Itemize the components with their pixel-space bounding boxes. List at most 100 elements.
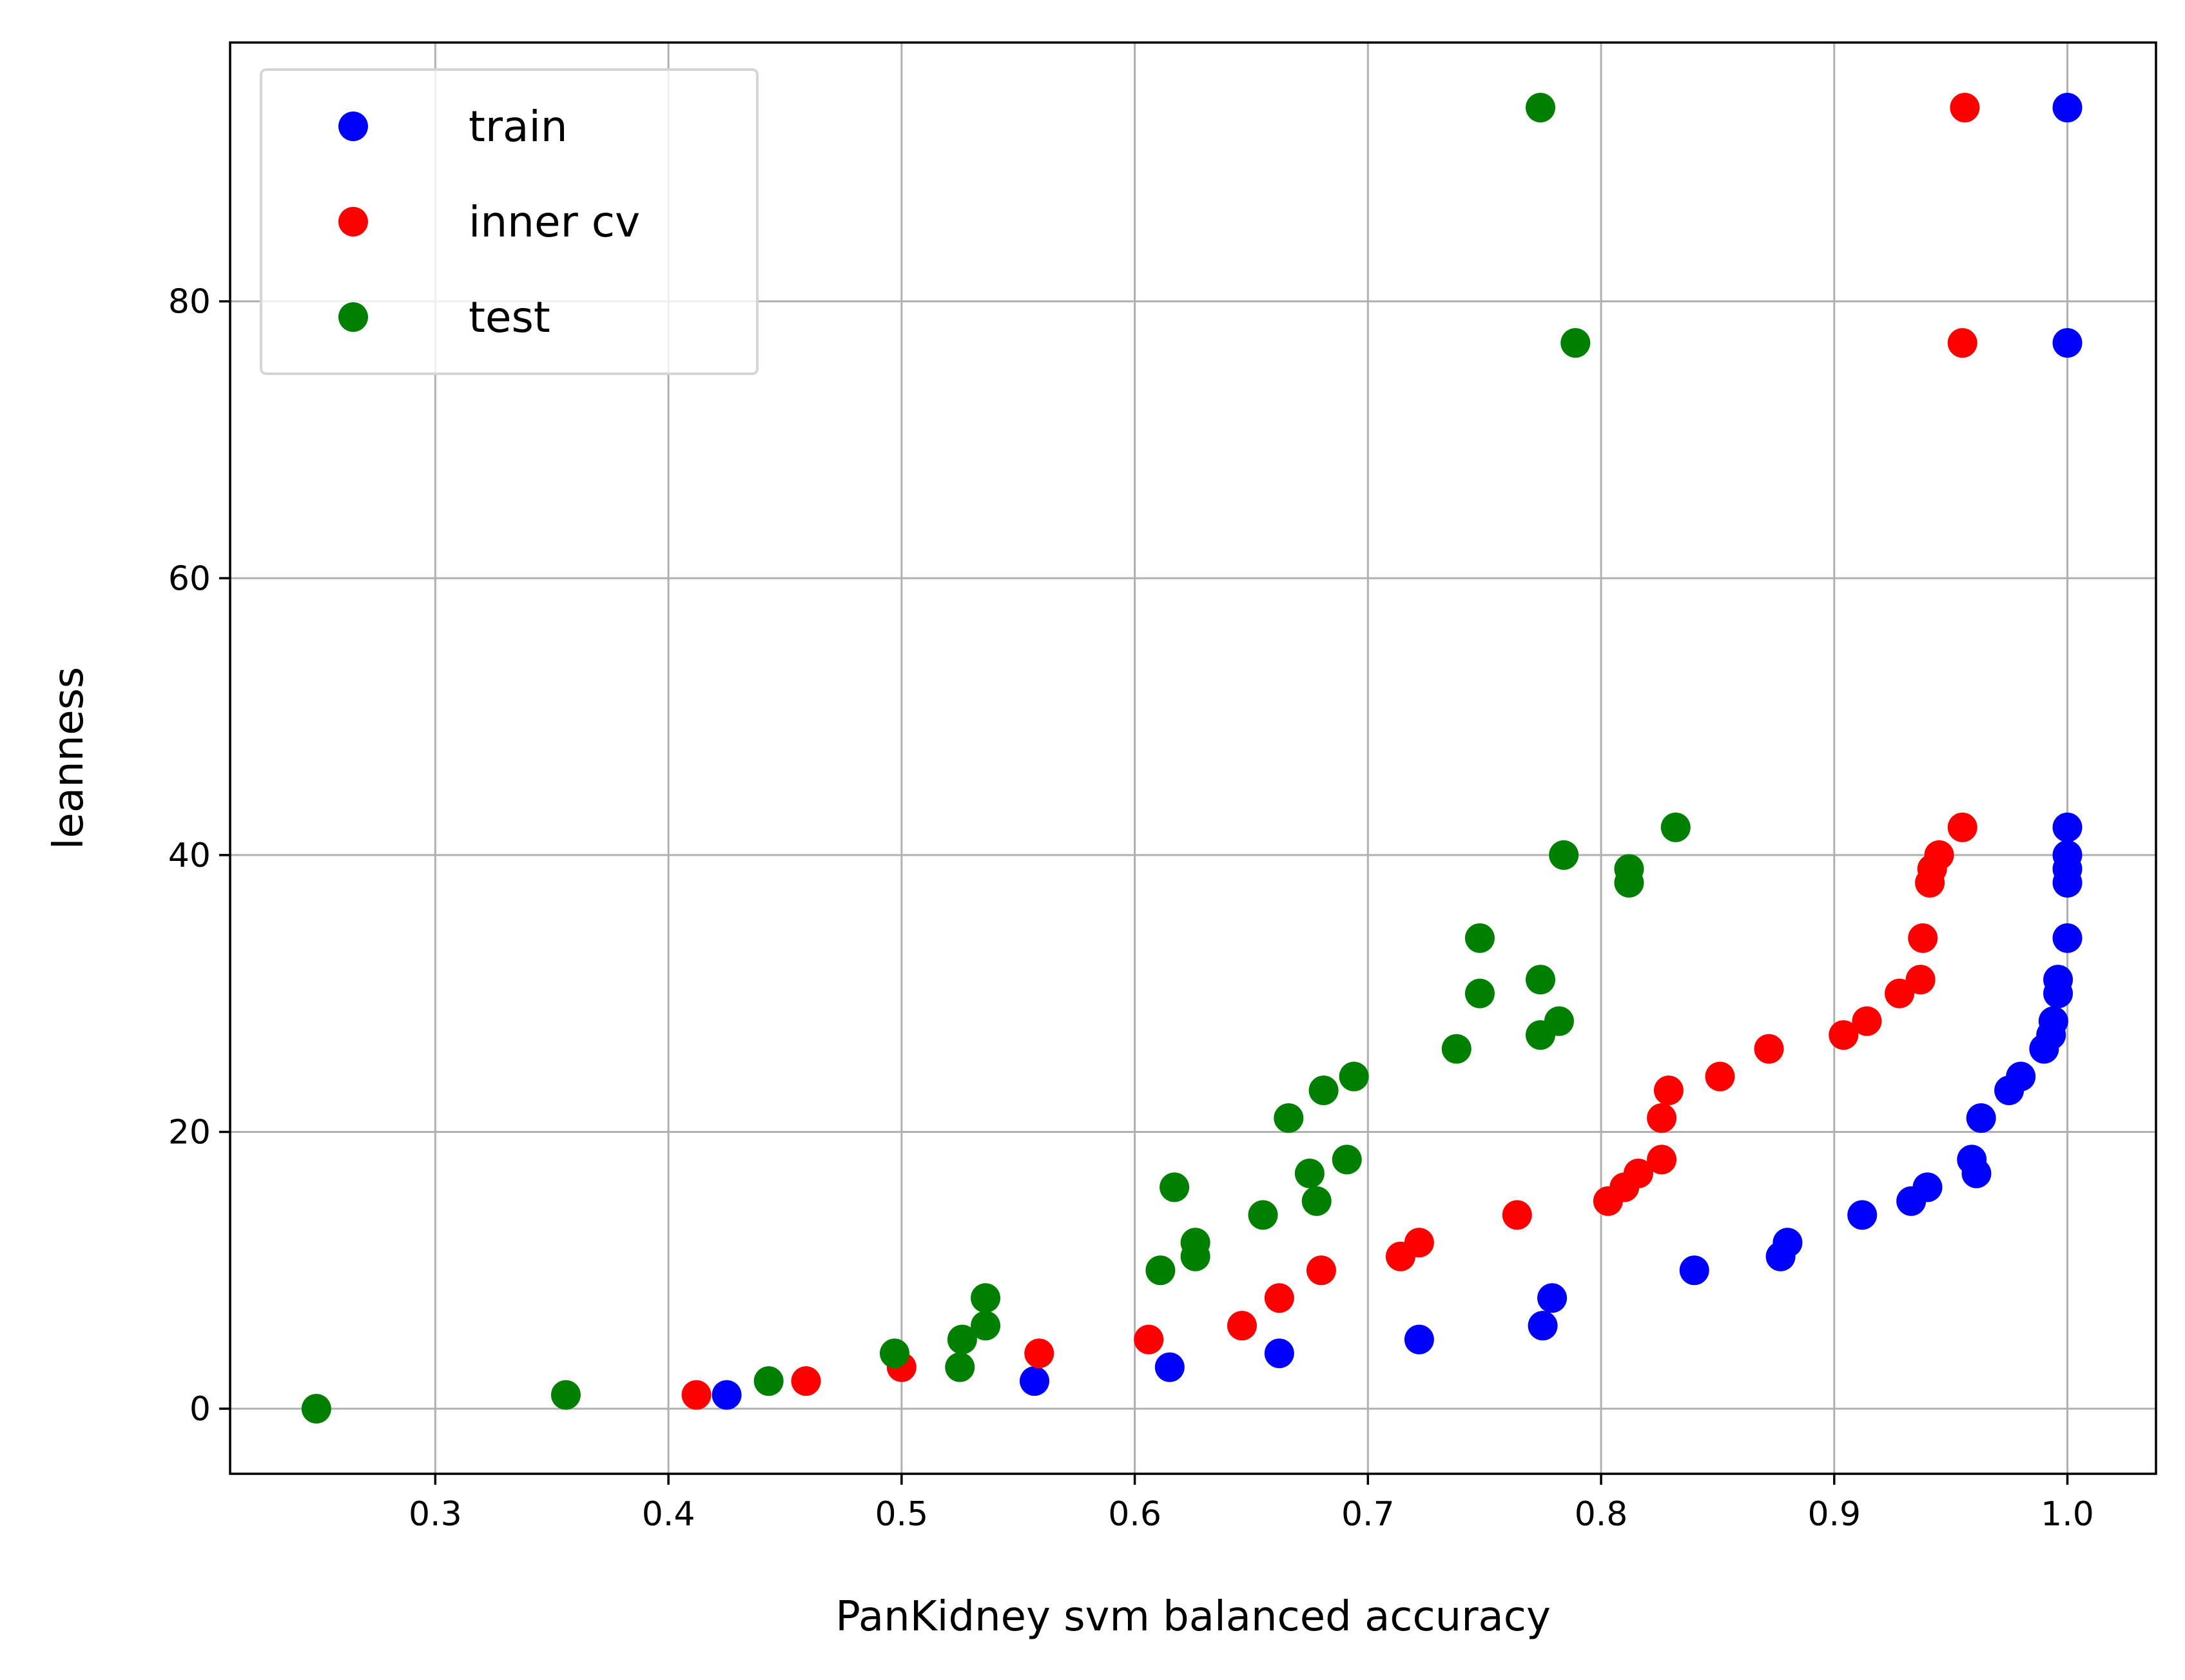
data-point [1441, 1034, 1471, 1064]
grid [230, 43, 2156, 1474]
data-point [2006, 1061, 2036, 1092]
data-point [1264, 1338, 1294, 1369]
legend-label: train [469, 102, 568, 151]
x-tick-label: 0.3 [409, 1495, 462, 1534]
legend: train inner cv test [260, 68, 759, 375]
data-point [1852, 1006, 1882, 1036]
legend-label: inner cv [469, 197, 640, 247]
data-point [2052, 328, 2083, 358]
data-point [1924, 840, 1954, 870]
x-tick-label: 0.4 [642, 1495, 695, 1534]
x-tick-label: 0.7 [1341, 1495, 1395, 1534]
data-point [1544, 1006, 1574, 1036]
legend-marker [338, 207, 368, 237]
legend-marker [338, 302, 368, 332]
y-tick-label: 20 [168, 1113, 211, 1152]
data-point [2052, 92, 2083, 122]
legend-marker [338, 111, 368, 141]
data-point [1947, 812, 1977, 842]
data-point [791, 1366, 821, 1396]
data-point [1525, 92, 1555, 122]
data-point [1404, 1324, 1434, 1355]
data-point [1464, 978, 1495, 1009]
data-point [879, 1338, 909, 1369]
data-point [1537, 1283, 1568, 1313]
data-point [1950, 92, 1980, 122]
data-point [753, 1366, 784, 1396]
axes-frame [229, 41, 2157, 1475]
data-point [1957, 1144, 1987, 1175]
data-point [1653, 1076, 1684, 1106]
data-point [971, 1283, 1001, 1313]
data-points [301, 92, 2083, 1424]
data-point [2052, 812, 2083, 842]
data-point [1464, 923, 1495, 953]
data-point [1339, 1061, 1369, 1092]
data-point [1528, 1311, 1558, 1341]
data-point [1308, 1076, 1339, 1106]
data-point [2052, 923, 2083, 953]
data-point [971, 1311, 1001, 1341]
data-point [1705, 1061, 1735, 1092]
data-point [1294, 1158, 1325, 1188]
data-point [1614, 854, 1644, 884]
data-point [2052, 840, 2083, 870]
data-point [301, 1394, 331, 1424]
data-point [1847, 1200, 1878, 1230]
y-axis-label: leanness [45, 667, 93, 850]
data-point [2043, 965, 2073, 995]
data-point [1502, 1200, 1532, 1230]
data-point [1912, 1172, 1943, 1202]
x-tick-label: 0.6 [1108, 1495, 1161, 1534]
legend-box [260, 68, 759, 375]
data-point [1020, 1366, 1050, 1396]
data-point [1274, 1103, 1304, 1133]
data-point [1829, 1020, 1859, 1050]
data-point [1404, 1228, 1434, 1258]
data-point [1227, 1311, 1257, 1341]
data-point [1160, 1172, 1190, 1202]
legend-label: test [469, 293, 550, 342]
data-point [1024, 1338, 1054, 1369]
data-point [1908, 923, 1938, 953]
data-point [1647, 1103, 1677, 1133]
x-axis-label: PanKidney svm balanced accuracy [835, 1593, 1551, 1641]
data-point [1947, 328, 1977, 358]
data-point [1660, 812, 1691, 842]
data-point [1772, 1228, 1803, 1258]
y-tick-label: 60 [168, 559, 211, 598]
data-point [1560, 328, 1591, 358]
data-point [1264, 1283, 1294, 1313]
data-point [1145, 1255, 1176, 1286]
data-point [1623, 1158, 1653, 1188]
data-point [1754, 1034, 1784, 1064]
data-point [681, 1380, 712, 1410]
data-point [1248, 1200, 1278, 1230]
data-point [1647, 1144, 1677, 1175]
data-point [1134, 1324, 1164, 1355]
data-point [712, 1380, 742, 1410]
data-point [1154, 1352, 1185, 1382]
data-point [945, 1352, 975, 1382]
data-point [550, 1380, 581, 1410]
x-tick-label: 1.0 [2041, 1495, 2094, 1534]
data-point [1549, 840, 1579, 870]
y-tick-label: 80 [168, 283, 211, 322]
data-point [1301, 1186, 1332, 1216]
axis-ticks: 0.3 0.4 0.5 0.6 0.7 0.8 0.9 1.0 0 20 40 60 80 [168, 283, 2094, 1534]
data-point [947, 1324, 977, 1355]
data-point [1966, 1103, 1996, 1133]
y-tick-label: 40 [168, 836, 211, 875]
x-tick-label: 0.8 [1575, 1495, 1628, 1534]
data-point [1525, 965, 1555, 995]
data-point [1306, 1255, 1336, 1286]
data-point [1885, 978, 1915, 1009]
data-point [1905, 965, 1936, 995]
data-point [1679, 1255, 1709, 1286]
x-tick-label: 0.5 [875, 1495, 928, 1534]
data-point [1332, 1144, 1362, 1175]
data-point [2038, 1006, 2068, 1036]
data-point [1180, 1228, 1210, 1258]
y-tick-label: 0 [189, 1390, 211, 1429]
